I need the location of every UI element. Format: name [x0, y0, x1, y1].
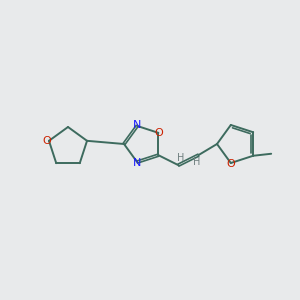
Text: H: H — [177, 153, 184, 163]
Text: H: H — [193, 157, 200, 167]
Text: O: O — [226, 159, 235, 169]
Text: N: N — [133, 158, 141, 168]
Text: O: O — [154, 128, 163, 138]
Text: N: N — [133, 120, 141, 130]
Text: O: O — [43, 136, 51, 146]
